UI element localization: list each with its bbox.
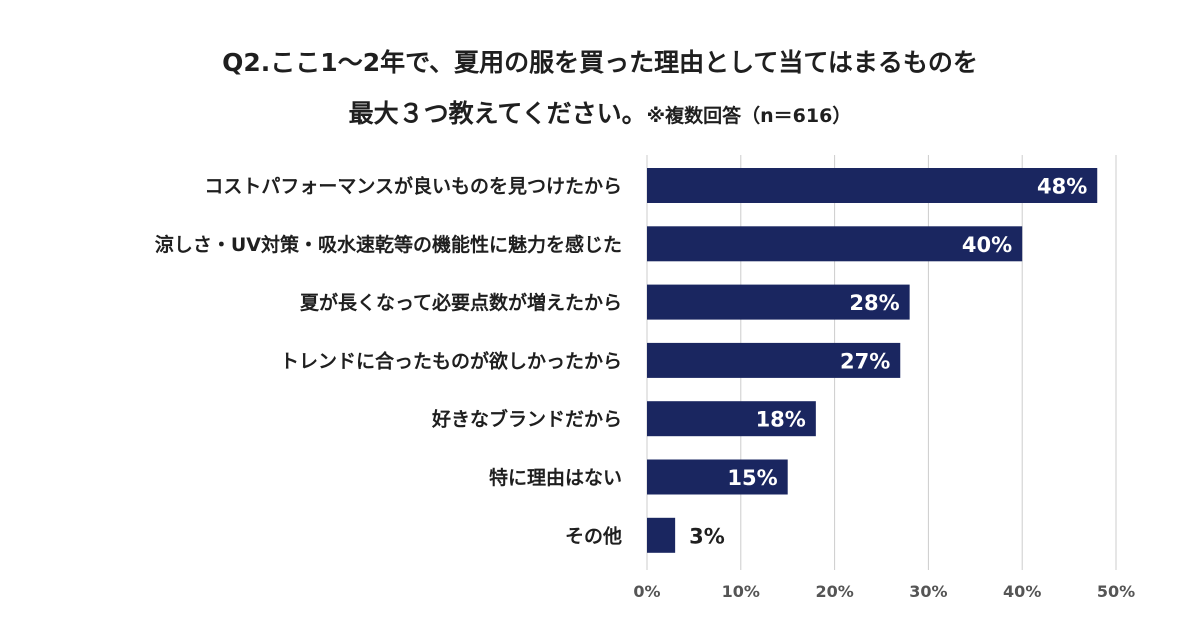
category-label-3: トレンドに合ったものが欲しかったから bbox=[280, 349, 622, 372]
bar-6 bbox=[647, 517, 676, 553]
x-tick-label-0: 0% bbox=[633, 582, 660, 601]
category-label-1: 涼しさ・UV対策・吸水速乾等の機能性に魅力を感じた bbox=[155, 233, 622, 256]
tick-layer: 0% 10% 20% 30% 40% 50% bbox=[633, 582, 1135, 601]
value-label-1: 40% bbox=[962, 233, 1012, 257]
category-label-0: コストパフォーマンスが良いものを見つけたから bbox=[204, 175, 622, 198]
bar-1 bbox=[647, 226, 1023, 262]
bar-5 bbox=[647, 459, 788, 495]
category-label-4: 好きなブランドだから bbox=[431, 408, 622, 431]
x-tick-label-40: 40% bbox=[1003, 582, 1041, 601]
value-label-4: 18% bbox=[756, 408, 806, 432]
chart-title: Q2.ここ1～2年で、夏用の服を買った理由として当てはまるものを bbox=[222, 48, 978, 77]
chart-title-main: 最大３つ教えてください。 bbox=[348, 99, 647, 128]
value-label-2: 28% bbox=[849, 291, 899, 315]
category-label-6: その他 bbox=[565, 524, 622, 547]
bar-0 bbox=[647, 168, 1098, 203]
value-label-6: 3% bbox=[689, 524, 725, 548]
label-layer: コストパフォーマンスが良いものを見つけたから 48% 涼しさ・UV対策・吸水速乾等の… bbox=[155, 175, 1087, 549]
x-tick-label-20: 20% bbox=[815, 582, 853, 601]
bar-2 bbox=[647, 284, 910, 320]
value-label-3: 27% bbox=[840, 349, 890, 373]
category-label-2: 夏が長くなって必要点数が増えたから bbox=[300, 291, 622, 314]
bar-layer bbox=[647, 168, 1098, 553]
bar-3 bbox=[647, 342, 901, 378]
category-label-5: 特に理由はない bbox=[489, 466, 622, 489]
chart-title-line-2: 最大３つ教えてください。※複数回答（n＝616） bbox=[0, 94, 1200, 130]
chart-title-note: ※複数回答（n＝616） bbox=[646, 105, 852, 127]
x-tick-label-30: 30% bbox=[909, 582, 947, 601]
x-tick-label-50: 50% bbox=[1097, 582, 1135, 601]
value-label-5: 15% bbox=[727, 466, 777, 490]
x-tick-label-10: 10% bbox=[722, 582, 760, 601]
bar-4 bbox=[647, 401, 816, 437]
value-label-0: 48% bbox=[1037, 175, 1087, 199]
